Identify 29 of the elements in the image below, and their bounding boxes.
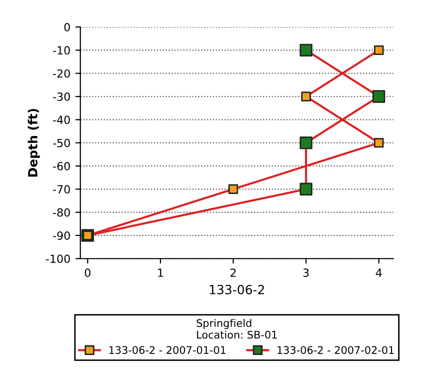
x-tick-label: 3 <box>303 268 309 277</box>
point <box>374 45 384 56</box>
point <box>228 184 238 194</box>
legend-title: Springfield Location: SB-01 <box>196 318 277 339</box>
x-tick-label: 2 <box>230 268 236 277</box>
y-tick-label: -100 <box>46 254 70 263</box>
x-tick-label: 1 <box>158 268 163 277</box>
y-tick-label: -50 <box>53 138 70 148</box>
y-tick-label: -60 <box>53 162 70 170</box>
y-tick-label: -90 <box>53 231 70 240</box>
x-tick-label: 0 <box>84 268 90 277</box>
point <box>374 138 384 148</box>
point <box>372 90 386 103</box>
point <box>300 182 312 196</box>
legend-label: 133-06-2 - 2007-01-01 <box>109 346 226 354</box>
y-tick-label: -70 <box>53 185 70 194</box>
y-tick-label: -80 <box>53 208 70 217</box>
x-axis-title: 133-06-2 <box>210 284 264 294</box>
y-tick-label: 0 <box>64 22 70 32</box>
point <box>301 92 311 102</box>
y-tick-label: -40 <box>53 116 70 124</box>
point <box>300 44 312 57</box>
y-tick-label: -20 <box>53 69 70 78</box>
y-tick-label: -10 <box>53 46 70 55</box>
y-axis-title: Depth (ft) <box>28 108 40 177</box>
legend-label: 133-06-2 - 2007-02-01 <box>278 346 394 354</box>
point <box>300 136 312 150</box>
x-tick-label: 4 <box>376 268 382 277</box>
y-tick-label: -30 <box>53 92 70 101</box>
